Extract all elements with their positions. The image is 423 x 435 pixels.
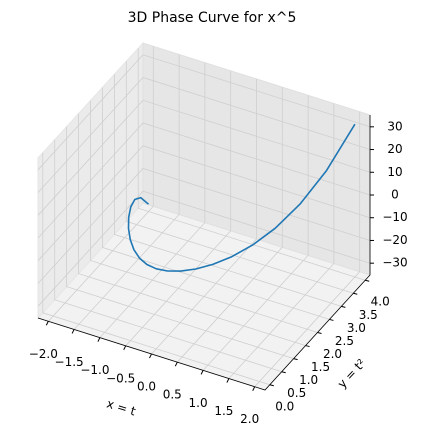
axis-lines [37,115,371,391]
x-tick [149,353,152,359]
chart-title: 3D Phase Curve for x^5 [128,10,297,26]
x-tick [252,386,256,391]
z-grid-line [37,122,371,239]
y-grid-line [114,74,342,307]
y-tick [317,332,322,334]
x-tick-label: 1.0 [189,396,208,410]
z-tick-label: 0 [391,188,399,202]
y-tick [341,305,346,308]
y-tick-label: 1.0 [299,373,318,387]
z-grid-line [37,77,371,193]
y-tick-label: 3.5 [359,308,378,322]
x-grid-line [202,95,309,371]
y-tick-label: 3.0 [347,321,366,335]
y-tick [305,345,310,348]
z-grid-line [37,190,371,307]
x-tick-label: 0.5 [163,388,182,402]
x-tick [97,337,101,342]
x-tick-label: 0.0 [137,380,156,394]
x-grid-line [73,54,180,330]
x-grid-line [254,111,361,387]
y-grid-line [66,126,294,359]
y-tick-label: 4.0 [371,295,390,309]
x-tick [45,321,49,326]
y-grid-line [78,113,306,346]
y-grid-line [102,87,330,320]
y-tick-label: 0.0 [275,399,294,413]
x-tick-label: −2.0 [29,347,58,361]
z-tick-label: −10 [382,210,407,224]
z-tick-label: 30 [387,119,402,133]
y-grid-line [90,100,318,333]
y-grid-line [137,48,366,281]
z-grid-line [37,99,371,216]
y-grid-line [125,61,354,294]
y-tick [293,358,298,361]
x-grid-line [99,62,206,338]
z-tick-label: −30 [382,256,407,270]
y-tick-label: 2.5 [335,334,354,348]
curve [127,123,356,272]
z-tick-label: −20 [382,233,407,247]
y-tick [281,371,286,374]
y-tick [365,279,370,282]
x-tick [226,378,230,383]
z-tick-label: 20 [387,142,402,156]
y-grid-line [42,152,270,386]
x-tick-label: −1.5 [55,355,84,369]
y-axis-label: y = t² [335,356,369,391]
y-tick-label: 1.5 [311,360,330,374]
y-tick [353,292,358,295]
x-tick [200,370,204,375]
y-tick-label: 2.0 [323,347,342,361]
z-grid-line [37,145,371,261]
x-grid-line [228,103,335,379]
x-grid-line [151,79,257,355]
x-tick-label: 2.0 [240,412,259,426]
z-tick-label: 10 [387,165,402,179]
z-grid-line [37,168,371,284]
x-grid-line [48,46,154,322]
x-tick-label: −0.5 [106,371,135,385]
x-tick-label: 1.5 [214,404,233,418]
y-tick [269,384,274,387]
x-tick-label: −1.0 [80,363,109,377]
y-grid-line [54,139,282,373]
x-tick [71,329,75,334]
z-grid-line [37,54,371,171]
x-axis-label: x = t [105,397,138,419]
y-tick-label: 0.5 [287,386,306,400]
y-tick [329,318,334,321]
x-tick [123,345,127,351]
x-tick [174,361,178,367]
x-grid-line [177,87,283,363]
x-grid-line [125,70,232,347]
